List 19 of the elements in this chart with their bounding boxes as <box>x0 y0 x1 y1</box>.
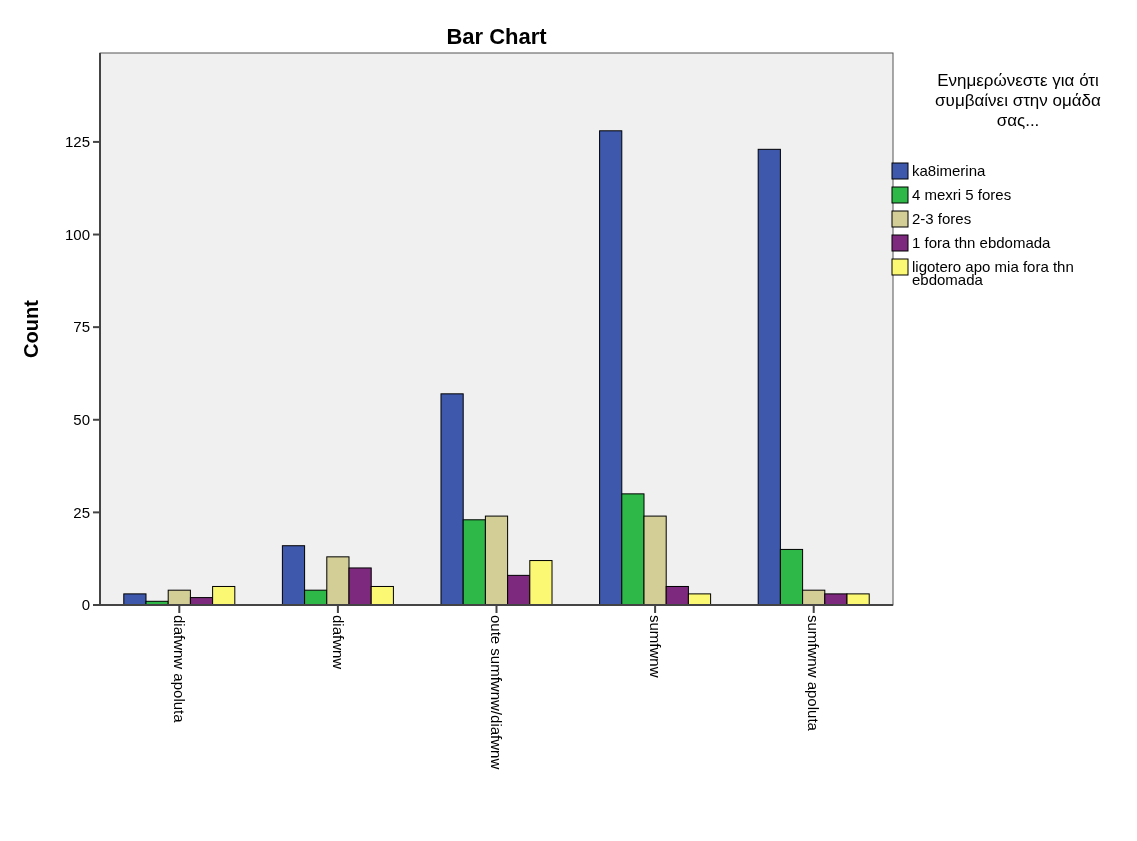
y-tick-label: 0 <box>81 596 90 614</box>
legend-label: 1 fora thn ebdomada <box>912 234 1052 251</box>
x-tick-label: diafwnw <box>329 615 347 670</box>
x-tick-label: sumfwnw <box>646 615 664 678</box>
y-tick-label: 50 <box>73 411 90 429</box>
y-tick-label: 100 <box>64 225 90 243</box>
legend-label: ka8imerina <box>912 162 987 179</box>
y-tick-label: 125 <box>64 133 90 151</box>
legend-label: 2-3 fores <box>912 210 972 227</box>
x-tick-label: sumfwnw apoluta <box>805 615 823 732</box>
y-axis-title: Count <box>20 299 42 358</box>
legend-label: ligotero apo mia fora thn ebdomada <box>912 258 1074 288</box>
legend-title: Ενημερώνεστε για ότι συμβαίνει στην ομάδα σας... <box>935 71 1102 130</box>
x-tick-label: diafwnw apoluta <box>171 615 189 724</box>
x-tick-label: oute sumfwnw/diafwnw <box>488 615 506 770</box>
y-tick-label: 75 <box>73 318 90 336</box>
legend-label: 4 mexri 5 fores <box>912 186 1012 203</box>
y-tick-label: 25 <box>73 503 90 521</box>
chart-title: Bar Chart <box>446 24 548 49</box>
